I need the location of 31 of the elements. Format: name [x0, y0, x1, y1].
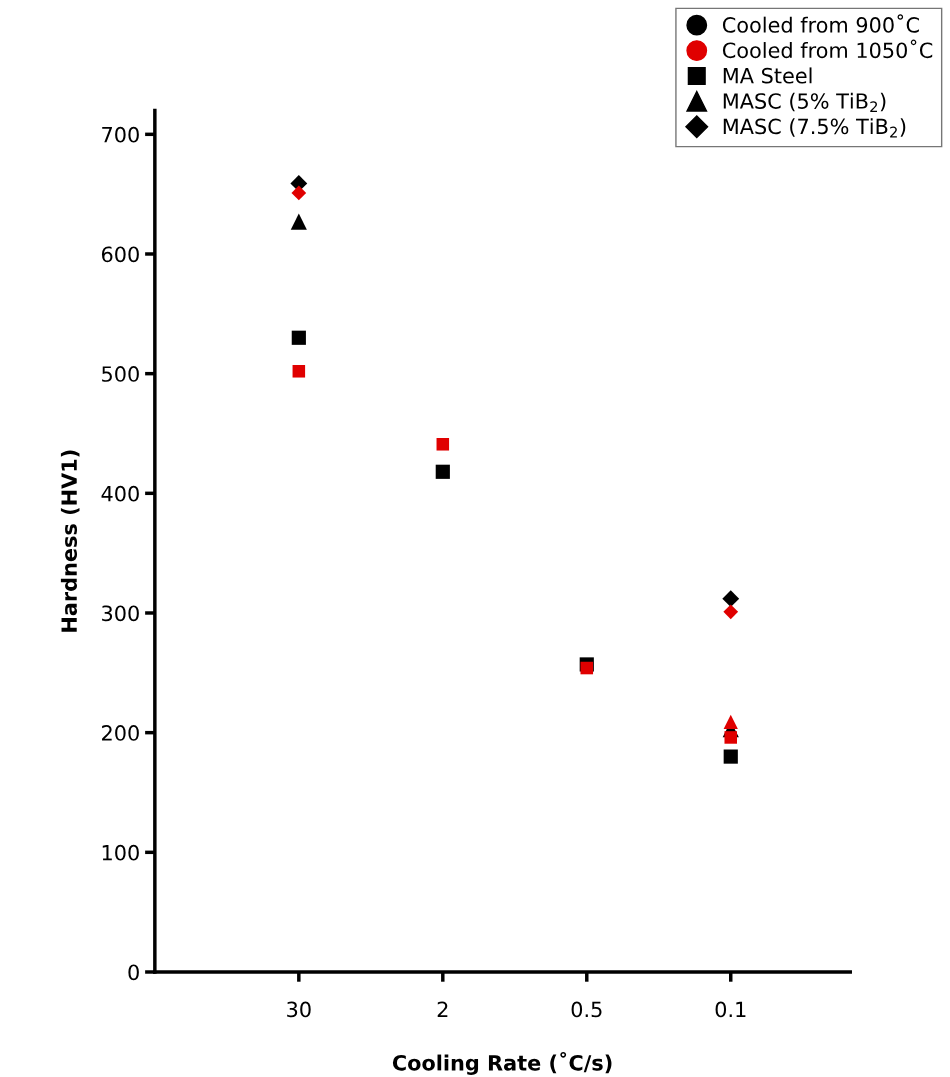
- x-tick-label: 0.5: [571, 1001, 602, 1018]
- x-tick-label: 2: [437, 1001, 448, 1017]
- legend-label: MASC (5% TiB$_{2}$): [723, 92, 886, 113]
- x-axis-title: Cooling Rate (˚C/s): [392, 1051, 612, 1075]
- legend-label: MA Steel: [723, 67, 812, 84]
- point: [435, 464, 450, 479]
- x-tick-label: 0.1: [715, 1001, 746, 1018]
- point: [723, 714, 738, 729]
- legend-label: Cooled from 1050˚C: [722, 39, 933, 59]
- point: [292, 364, 306, 378]
- y-tick-label: 700: [102, 126, 139, 143]
- point: [290, 213, 307, 230]
- y-tick-label: 0: [128, 964, 139, 981]
- y-tick-label: 200: [102, 725, 139, 741]
- y-tick-label: 100: [102, 844, 139, 861]
- legend-label: MASC (7.5% TiB$_{2}$): [723, 118, 906, 138]
- x-tick-label: 30: [287, 1001, 311, 1018]
- point: [580, 661, 594, 675]
- point: [724, 731, 738, 744]
- point: [723, 749, 738, 764]
- legend-label: Cooled from 900˚C: [722, 14, 919, 33]
- point: [291, 185, 307, 201]
- y-tick-label: 400: [101, 485, 139, 502]
- y-tick-label: 300: [102, 605, 139, 622]
- y-axis-title: Hardness (HV1): [60, 450, 80, 632]
- y-tick-label: 500: [102, 366, 139, 382]
- point: [722, 590, 740, 608]
- point: [291, 330, 306, 345]
- point: [723, 604, 739, 620]
- point: [436, 437, 450, 451]
- y-tick-label: 600: [101, 246, 139, 263]
